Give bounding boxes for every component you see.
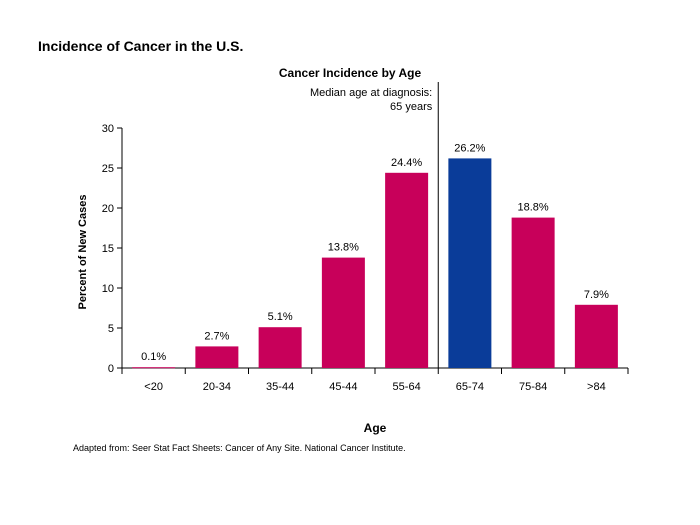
y-tick-label: 5 bbox=[108, 323, 114, 335]
y-tick-label: 0 bbox=[108, 363, 114, 375]
data-label: 26.2% bbox=[454, 142, 485, 154]
x-tick-label: 75-84 bbox=[519, 381, 547, 393]
y-axis-title: Percent of New Cases bbox=[77, 195, 89, 310]
x-axis-title: Age bbox=[364, 421, 387, 435]
y-tick-label: 30 bbox=[102, 123, 114, 135]
data-label: 13.8% bbox=[328, 242, 359, 254]
bar bbox=[132, 367, 176, 369]
x-tick-label: 65-74 bbox=[456, 381, 484, 393]
x-tick-label: 20-34 bbox=[203, 381, 231, 393]
data-label: 18.8% bbox=[518, 202, 549, 214]
x-tick-label: 55-64 bbox=[393, 381, 421, 393]
bar bbox=[574, 304, 618, 368]
y-tick-label: 10 bbox=[102, 283, 114, 295]
bar bbox=[385, 172, 429, 368]
median-annotation: 65 years bbox=[390, 101, 433, 113]
data-label: 24.4% bbox=[391, 157, 422, 169]
bar bbox=[511, 217, 555, 368]
y-tick-label: 15 bbox=[102, 243, 114, 255]
x-tick-label: 35-44 bbox=[266, 381, 294, 393]
bar bbox=[195, 346, 239, 368]
data-label: 5.1% bbox=[268, 311, 293, 323]
x-tick-label: <20 bbox=[144, 381, 163, 393]
data-label: 0.1% bbox=[141, 351, 166, 363]
x-tick-label: 45-44 bbox=[329, 381, 357, 393]
bar bbox=[321, 257, 365, 368]
source-caption: Adapted from: Seer Stat Fact Sheets: Can… bbox=[73, 443, 406, 453]
page-title: Incidence of Cancer in the U.S. bbox=[38, 38, 244, 54]
y-tick-label: 25 bbox=[102, 163, 114, 175]
y-tick-label: 20 bbox=[102, 203, 114, 215]
x-tick-label: >84 bbox=[587, 381, 606, 393]
data-label: 2.7% bbox=[204, 330, 229, 342]
chart-title: Cancer Incidence by Age bbox=[279, 66, 422, 80]
bar bbox=[258, 327, 302, 368]
data-label: 7.9% bbox=[584, 289, 609, 301]
bar bbox=[448, 158, 492, 368]
median-annotation: Median age at diagnosis: bbox=[310, 87, 432, 99]
